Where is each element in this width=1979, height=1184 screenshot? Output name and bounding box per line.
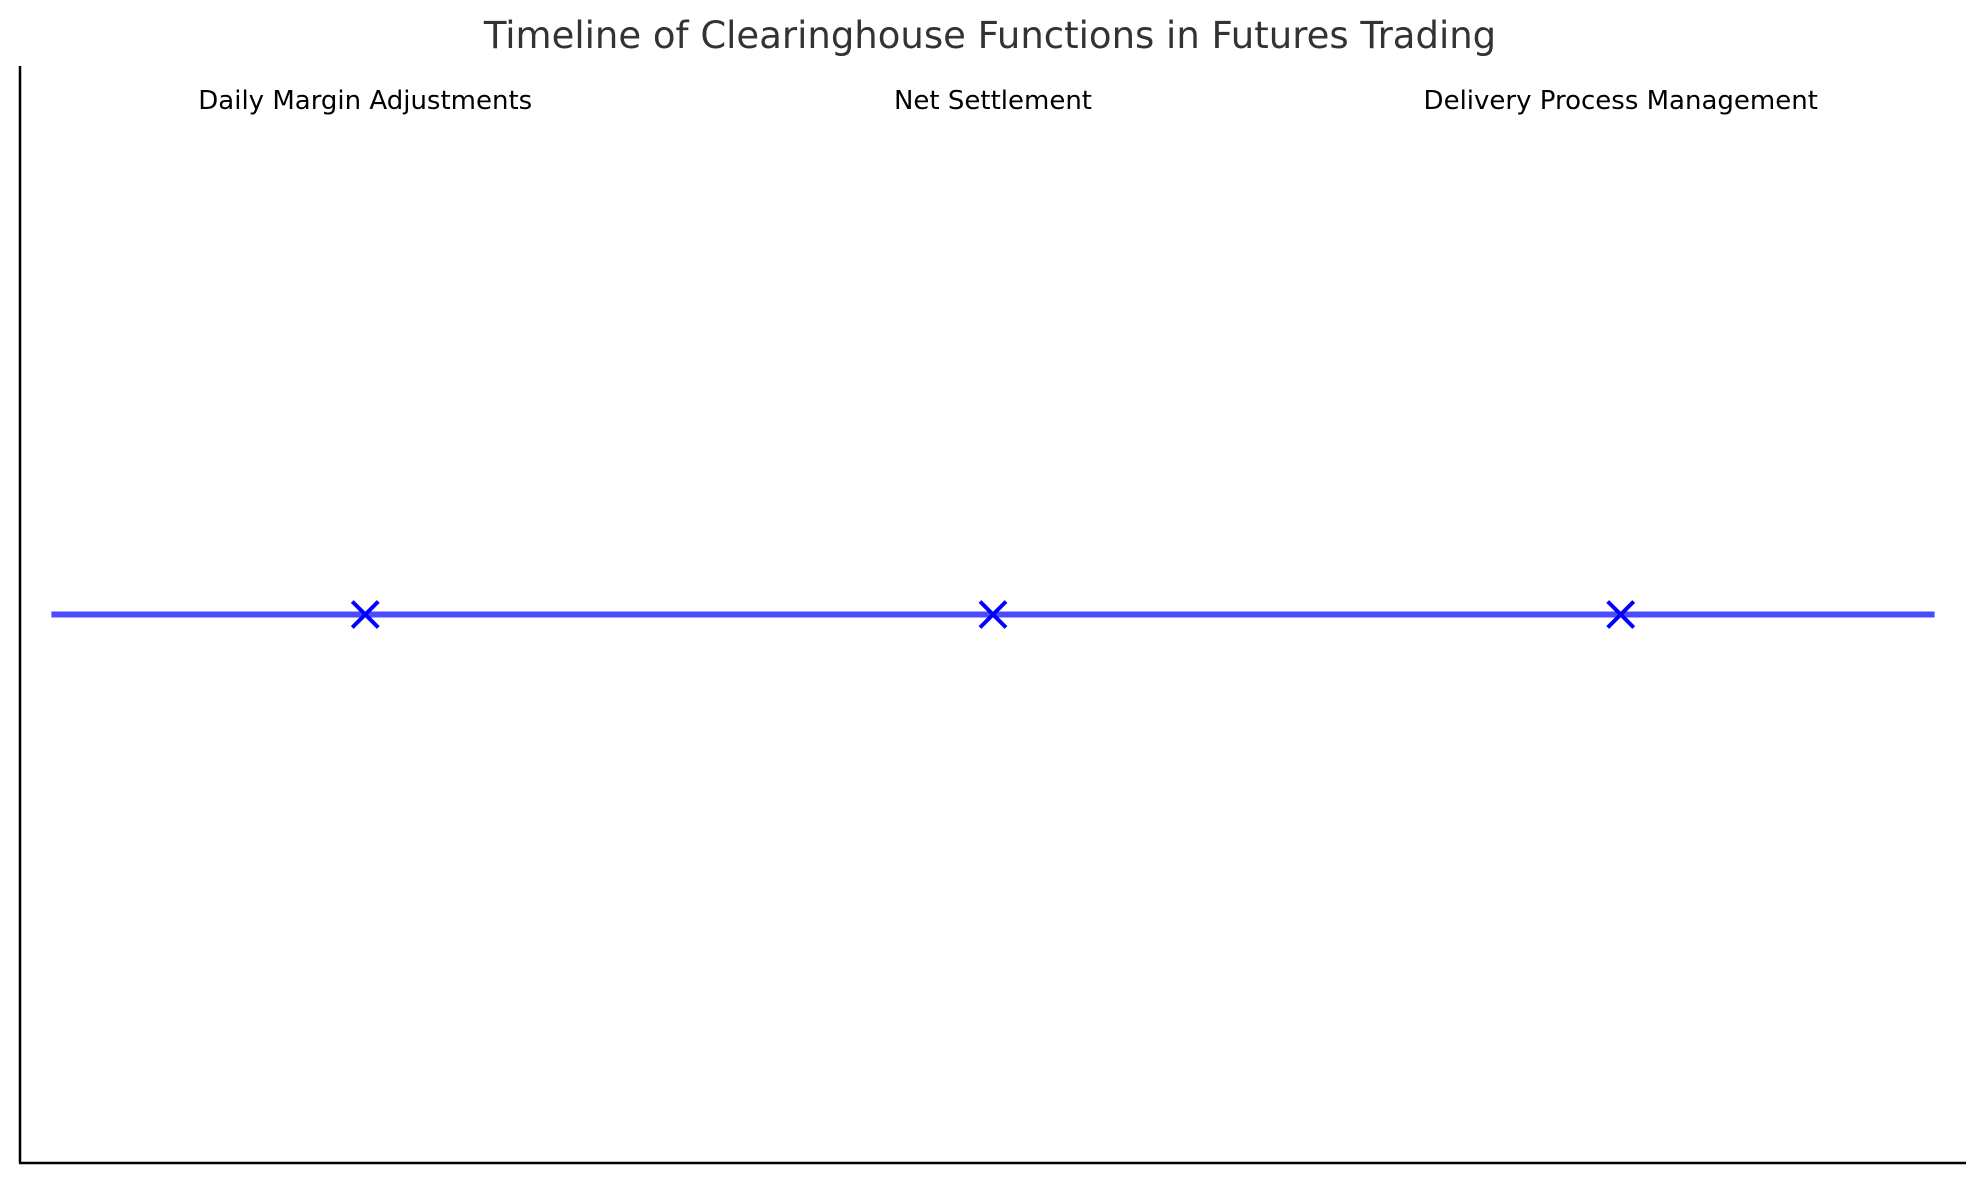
chart-title: Timeline of Clearinghouse Functions in F…: [483, 14, 1496, 57]
plot-area: Daily Margin Adjustments Net Settlement De…: [51, 86, 1935, 629]
event-label: Daily Margin Adjustments: [198, 86, 532, 116]
event-marker: [1606, 600, 1636, 629]
event-label: Delivery Process Management: [1424, 86, 1818, 116]
event-label: Net Settlement: [894, 86, 1092, 116]
event-marker: [350, 600, 380, 629]
event-marker: [978, 600, 1008, 629]
